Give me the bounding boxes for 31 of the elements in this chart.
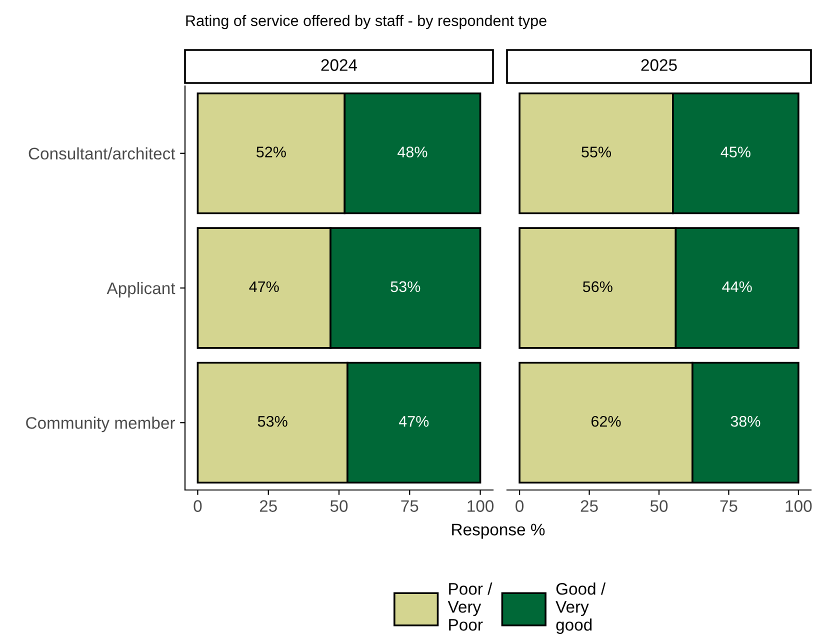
- chart-subtitle: 2025: [641, 59, 677, 71]
- y-tick-label: Applicant: [106, 282, 176, 298]
- x-tick-label: 75: [720, 500, 738, 512]
- data-label: 62%: [591, 416, 621, 427]
- chart-subtitle: 2024: [321, 59, 358, 71]
- data-label: 52%: [256, 146, 286, 158]
- x-tick-label: 75: [401, 500, 418, 512]
- data-label: 47%: [249, 281, 279, 292]
- x-tick-label: 0: [516, 500, 524, 512]
- data-label: 53%: [390, 281, 420, 292]
- chart-title: Rating of service offered by staff - by respondent type: [186, 14, 546, 30]
- data-label: 44%: [722, 281, 752, 292]
- y-tick-label: Consultant/architect: [28, 147, 176, 160]
- data-label: 45%: [720, 146, 750, 158]
- x-tick-label: 25: [580, 500, 598, 512]
- x-axis-title: Response %: [452, 524, 545, 539]
- data-label: 56%: [582, 281, 612, 292]
- data-label: 47%: [398, 416, 429, 427]
- y-tick-label: Community member: [26, 416, 176, 432]
- x-tick-label: 0: [194, 500, 202, 512]
- data-label: 38%: [730, 416, 760, 427]
- legend-label: Good / Very good: [556, 582, 606, 634]
- data-label: 55%: [582, 146, 611, 158]
- x-tick-label: 100: [468, 500, 494, 512]
- legend-label: Poor / Very Poor: [448, 582, 492, 631]
- data-label: 53%: [258, 416, 288, 427]
- data-label: 48%: [398, 146, 428, 158]
- x-tick-label: 100: [786, 500, 812, 512]
- x-tick-label: 25: [260, 500, 277, 512]
- x-tick-label: 50: [330, 500, 348, 512]
- x-tick-label: 50: [650, 500, 668, 512]
